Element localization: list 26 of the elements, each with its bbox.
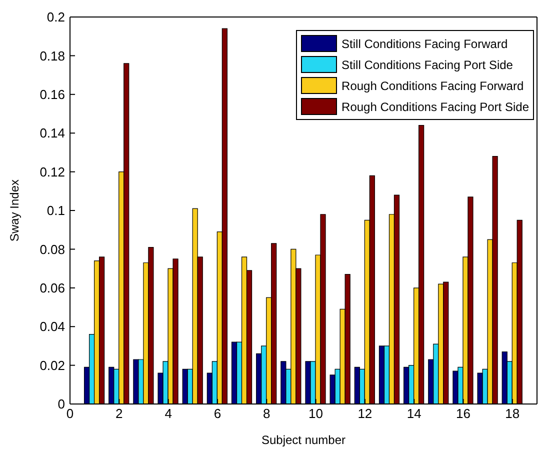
y-tick-label: 0.02: [40, 358, 65, 373]
y-tick-label: 0.06: [40, 280, 65, 296]
x-tick-label: 12: [358, 406, 372, 422]
x-tick-label: 18: [505, 406, 520, 422]
y-tick-label: 0.12: [40, 164, 65, 180]
x-tick-label: 14: [406, 406, 422, 422]
y-axis-title: Sway Index: [7, 179, 22, 242]
x-tick-label: 6: [214, 406, 222, 422]
y-tick-label: 0.08: [40, 242, 65, 257]
legend-label: Still Conditions Facing Port Side: [342, 58, 513, 72]
x-tick-label: 8: [263, 406, 270, 422]
y-tick-label: 0.04: [40, 319, 65, 334]
x-tick-label: 10: [308, 406, 324, 422]
y-tick-label: 0: [58, 396, 65, 412]
y-tick-label: 0.2: [46, 10, 65, 25]
legend-label: Rough Conditions Facing Forward: [342, 78, 524, 92]
x-tick-label: 16: [456, 406, 470, 422]
x-tick-label: 4: [164, 406, 172, 422]
legend-label: Still Conditions Facing Forward: [342, 36, 508, 50]
y-tick-label: 0.16: [40, 87, 65, 102]
y-tick-label: 0.18: [40, 48, 65, 64]
x-tick-label: 2: [116, 406, 123, 422]
x-axis-title: Subject number: [261, 433, 346, 447]
y-tick-label: 0.1: [46, 203, 65, 218]
y-tick-label: 0.14: [40, 126, 65, 141]
legend-label: Rough Conditions Facing Port Side: [342, 100, 529, 114]
